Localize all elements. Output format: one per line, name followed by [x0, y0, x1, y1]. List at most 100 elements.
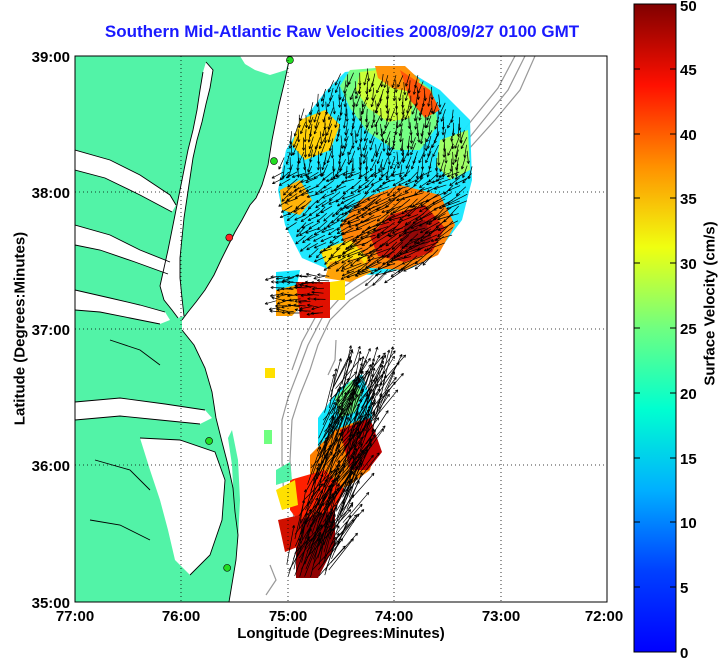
current-arrow — [318, 514, 330, 554]
current-arrow — [438, 172, 452, 178]
current-arrow — [347, 254, 369, 263]
current-arrow — [437, 213, 459, 221]
y-tick-label: 36:00 — [32, 458, 70, 475]
current-arrow — [334, 402, 351, 440]
current-arrow — [272, 177, 285, 185]
current-arrow — [270, 285, 283, 290]
velocity-field-north — [278, 66, 472, 282]
plot-frame — [74, 55, 608, 603]
current-arrow — [270, 275, 283, 279]
current-arrow — [296, 226, 306, 238]
current-arrow — [396, 151, 400, 165]
current-arrow — [339, 158, 347, 172]
current-arrow — [382, 179, 396, 185]
current-arrow — [329, 235, 341, 244]
current-arrow — [323, 453, 336, 493]
y-axis: 39:00 38:00 37:00 36:00 35:00 — [32, 49, 70, 612]
current-arrow — [404, 179, 418, 186]
current-arrow — [355, 94, 362, 107]
current-arrow — [372, 184, 384, 193]
current-arrow — [335, 129, 341, 142]
current-arrow — [385, 233, 405, 247]
current-arrow — [327, 220, 340, 228]
current-arrow — [433, 184, 447, 190]
current-arrow — [345, 108, 349, 122]
current-arrow — [334, 256, 346, 264]
current-arrow — [318, 432, 341, 467]
current-arrow — [405, 73, 411, 87]
current-arrow — [397, 156, 404, 169]
current-arrow — [374, 101, 382, 114]
current-arrow — [381, 205, 403, 214]
james-river — [75, 290, 170, 324]
colorbar-label: Surface Velocity (cm/s) — [701, 221, 719, 386]
current-arrow — [286, 524, 296, 565]
current-arrow — [347, 472, 375, 504]
coastline-detail — [75, 56, 291, 602]
current-arrow — [439, 102, 446, 115]
current-arrow — [336, 478, 353, 517]
current-arrow — [294, 538, 310, 577]
current-arrow — [312, 144, 319, 158]
current-arrow — [317, 220, 328, 231]
current-arrow — [320, 235, 333, 242]
current-arrow — [292, 135, 299, 148]
current-arrow — [305, 531, 322, 570]
current-arrow — [347, 421, 360, 461]
current-arrow — [269, 309, 282, 313]
current-arrow — [332, 101, 336, 115]
current-arrow — [391, 235, 410, 250]
current-arrow — [376, 186, 390, 192]
current-arrow — [313, 227, 326, 236]
current-arrow — [375, 142, 382, 156]
current-arrow — [279, 212, 293, 219]
current-arrow — [439, 159, 445, 172]
current-arrow — [306, 303, 319, 308]
current-arrow — [305, 228, 318, 234]
current-arrow — [280, 292, 293, 296]
current-arrow — [302, 234, 313, 244]
current-arrow — [353, 234, 376, 242]
current-arrow — [387, 185, 397, 197]
current-arrow — [299, 243, 311, 252]
current-arrow — [341, 178, 355, 184]
grid-lines — [75, 56, 607, 602]
current-arrow — [369, 248, 391, 257]
current-arrow — [391, 75, 397, 88]
current-arrow — [410, 142, 417, 156]
current-arrow — [282, 185, 293, 196]
current-arrow — [426, 135, 432, 149]
current-arrow — [319, 143, 326, 157]
current-arrow — [399, 114, 405, 128]
current-arrow — [342, 171, 356, 176]
current-arrow — [383, 75, 389, 88]
current-arrow — [440, 109, 446, 122]
current-arrow — [426, 130, 433, 143]
current-arrow — [365, 373, 375, 414]
current-arrow — [336, 488, 349, 528]
current-arrow — [446, 171, 460, 178]
current-arrow — [298, 300, 311, 304]
current-arrow — [387, 192, 409, 201]
current-arrow — [363, 128, 369, 142]
current-arrow — [324, 438, 344, 475]
current-arrow — [460, 156, 466, 170]
current-arrow — [330, 405, 341, 445]
current-arrow — [328, 538, 354, 571]
current-arrow — [293, 123, 299, 137]
current-arrow — [354, 369, 369, 408]
current-arrow — [403, 261, 424, 272]
current-arrow — [310, 311, 323, 315]
current-arrow — [316, 213, 327, 223]
current-arrow — [327, 94, 334, 108]
current-arrow — [347, 72, 354, 85]
current-arrow — [294, 184, 307, 192]
current-arrow — [454, 149, 459, 163]
current-arrow — [276, 293, 289, 298]
current-arrow — [330, 386, 342, 426]
current-arrow — [348, 410, 359, 450]
current-arrow — [315, 185, 326, 195]
current-arrow — [347, 219, 361, 225]
current-arrow — [342, 247, 355, 254]
current-arrow — [347, 393, 359, 434]
